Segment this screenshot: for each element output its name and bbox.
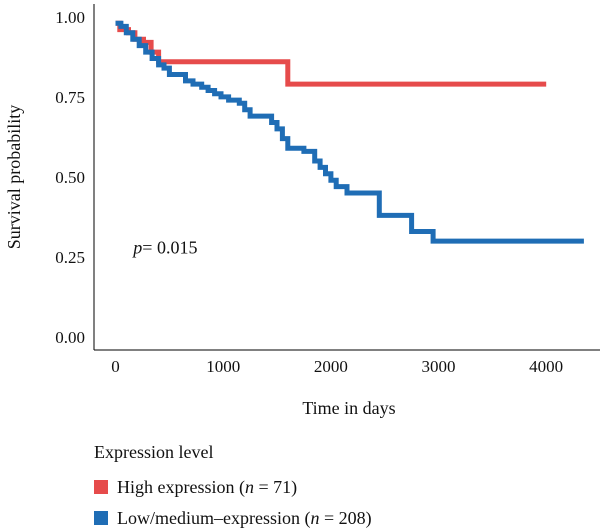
p-value-annotation: p= 0.015 xyxy=(131,237,197,257)
legend-swatch-low-medium xyxy=(94,511,108,525)
y-tick-label: 0.75 xyxy=(55,88,85,107)
legend-title: Expression level xyxy=(94,442,214,462)
x-tick-label: 4000 xyxy=(529,357,563,376)
x-axis-ticks: 0 1000 2000 3000 4000 xyxy=(111,357,563,376)
survival-chart: 0.00 0.25 0.50 0.75 1.00 0 1000 2000 3000 4000 S… xyxy=(4,4,600,418)
y-tick-label: 0.25 xyxy=(55,248,85,267)
legend-label-low-medium: Low/medium–expression (n = 208) xyxy=(117,507,372,528)
legend-label-high: High expression (n = 71) xyxy=(117,476,298,497)
axes xyxy=(93,4,600,351)
x-tick-label: 0 xyxy=(111,357,120,376)
p-value-label: p xyxy=(131,237,142,257)
p-value-value: = 0.015 xyxy=(142,237,197,257)
survival-curve-low-medium xyxy=(115,20,584,244)
x-tick-label: 1000 xyxy=(206,357,240,376)
y-tick-label: 0.50 xyxy=(55,168,85,187)
y-tick-label: 0.00 xyxy=(55,328,85,347)
x-tick-label: 3000 xyxy=(422,357,456,376)
legend-swatch-high xyxy=(94,480,108,494)
y-axis-ticks: 0.00 0.25 0.50 0.75 1.00 xyxy=(55,8,85,347)
y-tick-label: 1.00 xyxy=(55,8,85,27)
x-axis-title: Time in days xyxy=(302,398,395,418)
y-axis-title: Survival probability xyxy=(4,105,24,249)
x-tick-label: 2000 xyxy=(314,357,348,376)
legend-item-low-medium: Low/medium–expression (n = 208) xyxy=(94,508,372,528)
series-layer xyxy=(115,20,584,244)
legend-item-high: High expression (n = 71) xyxy=(94,477,297,497)
